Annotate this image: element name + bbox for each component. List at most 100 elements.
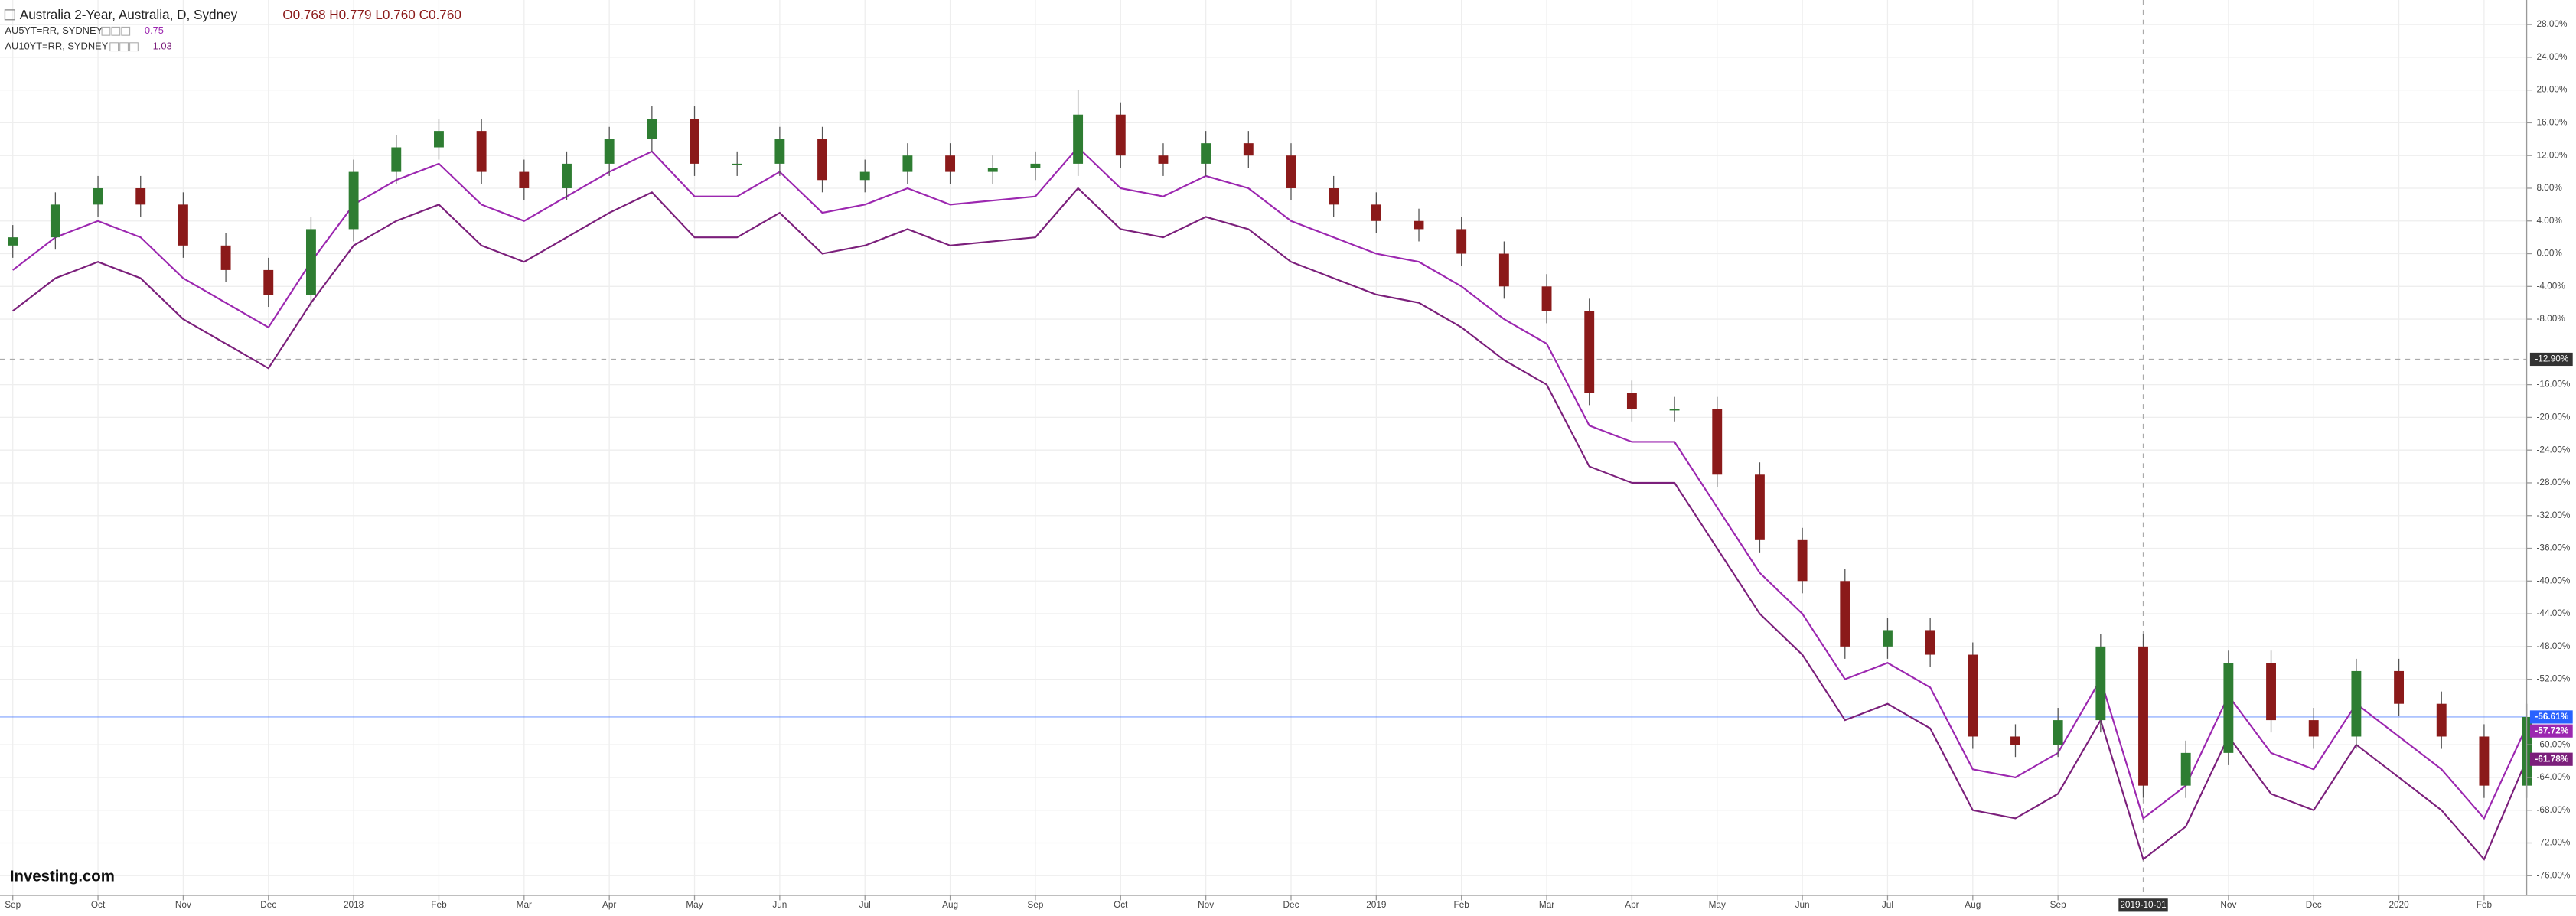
- plot-area: [8, 90, 2532, 861]
- y-tick-label: 16.00%: [2536, 117, 2568, 128]
- candle-body: [604, 139, 615, 164]
- collapse-icon[interactable]: [4, 9, 15, 21]
- x-tick-label: Sep: [2050, 899, 2066, 910]
- x-tick-label: Jun: [1795, 899, 1810, 910]
- x-tick-label: Aug: [942, 899, 958, 910]
- legend-last-value: 0.75: [145, 24, 164, 36]
- candle-body: [476, 131, 487, 172]
- candle-body: [1797, 539, 1808, 582]
- y-tick-label: 20.00%: [2536, 84, 2568, 95]
- crosshair-y-label: -12.90%: [2535, 354, 2568, 364]
- candle-body: [647, 119, 657, 139]
- y-tick-label: -44.00%: [2536, 608, 2570, 618]
- y-tick-label: 0.00%: [2536, 248, 2562, 259]
- x-tick-label: Nov: [175, 899, 191, 910]
- candle-body: [902, 155, 913, 172]
- grid: [0, 0, 2527, 895]
- x-tick-label: Nov: [2220, 899, 2236, 910]
- watermark: Investing.com: [10, 869, 115, 885]
- legend-last-value: 1.03: [153, 41, 172, 52]
- y-tick-label: -48.00%: [2536, 641, 2570, 651]
- x-tick-label: Sep: [1027, 899, 1043, 910]
- x-tick-label: Feb: [2477, 899, 2493, 910]
- y-tick-label: -40.00%: [2536, 575, 2570, 585]
- candle-body: [2394, 670, 2405, 704]
- candle-body: [2436, 703, 2447, 737]
- y-tick-label: -8.00%: [2536, 313, 2565, 324]
- candle-body: [859, 171, 870, 181]
- candle-body: [1712, 409, 1723, 475]
- y-tick-label: -76.00%: [2536, 869, 2570, 880]
- y-tick-label: -20.00%: [2536, 412, 2570, 422]
- candle-body: [8, 237, 18, 246]
- x-tick-label: Feb: [1454, 899, 1470, 910]
- candle-body: [348, 171, 359, 230]
- candle-body: [220, 245, 231, 270]
- candle-body: [562, 163, 572, 188]
- last-value-box: [2529, 724, 2573, 738]
- x-tick-label: 2018: [344, 899, 364, 910]
- candle-body: [1669, 409, 1680, 411]
- y-tick-label: -36.00%: [2536, 543, 2570, 553]
- candle-body: [1115, 114, 1126, 156]
- candle-body: [1498, 253, 1509, 287]
- candle-body: [1626, 393, 1637, 409]
- x-tick-label: Apr: [1625, 899, 1639, 910]
- y-tick-label: 28.00%: [2536, 18, 2568, 29]
- candle-body: [434, 131, 444, 148]
- legend-icon: [119, 42, 129, 52]
- candle-body: [50, 204, 60, 238]
- candle-body: [987, 168, 998, 172]
- y-tick-label: -68.00%: [2536, 804, 2570, 815]
- candle-body: [263, 269, 274, 295]
- legend-entry: AU5YT=RR, SYDNEY: [5, 24, 103, 36]
- x-tick-label: Jun: [772, 899, 787, 910]
- candle-body: [2138, 646, 2148, 786]
- y-tick-label: 8.00%: [2536, 182, 2562, 193]
- x-tick-label: 2020: [2389, 899, 2409, 910]
- last-value-label: -56.61%: [2535, 711, 2568, 722]
- y-tick-label: -4.00%: [2536, 280, 2565, 291]
- candle-body: [2351, 670, 2362, 737]
- x-tick-label: May: [686, 899, 703, 910]
- series-line: [12, 187, 2528, 861]
- candle-body: [1754, 474, 1765, 540]
- x-tick-label: Dec: [2306, 899, 2322, 910]
- candle-body: [1073, 114, 1084, 164]
- candle-body: [2223, 663, 2234, 753]
- x-tick-label: Nov: [1198, 899, 1214, 910]
- candle-body: [1584, 311, 1595, 393]
- x-tick-label: Feb: [431, 899, 447, 910]
- y-tick-label: -60.00%: [2536, 738, 2570, 749]
- last-value-label: -57.72%: [2535, 725, 2568, 735]
- x-tick-label: Sep: [5, 899, 21, 910]
- x-tick-label: Dec: [260, 899, 276, 910]
- x-tick-label: Apr: [602, 899, 616, 910]
- candle-body: [2053, 720, 2063, 745]
- x-tick-label: May: [1709, 899, 1726, 910]
- x-tick-label: Jul: [1882, 899, 1893, 910]
- x-tick-label: Mar: [1539, 899, 1554, 910]
- candle-body: [945, 155, 956, 172]
- crosshair-x-label: 2019-10-01: [2120, 899, 2166, 910]
- x-tick-label: Oct: [91, 899, 106, 910]
- x-tick-label: Jul: [859, 899, 871, 910]
- legend-entry: AU10YT=RR, SYDNEY: [5, 41, 108, 52]
- legend-icon: [111, 26, 121, 36]
- y-tick-label: -24.00%: [2536, 444, 2570, 455]
- x-tick-label: Oct: [1114, 899, 1128, 910]
- y-tick-label: -64.00%: [2536, 771, 2570, 782]
- chart-title: Australia 2-Year, Australia, D, Sydney: [20, 7, 238, 22]
- candle-body: [1541, 286, 1552, 311]
- candle-body: [817, 139, 827, 181]
- legend: Australia 2-Year, Australia, D, Sydney O…: [4, 7, 461, 52]
- candle-body: [1456, 229, 1467, 254]
- legend-icon: [129, 42, 139, 52]
- candle-body: [1925, 630, 1935, 655]
- candle-body: [2266, 663, 2276, 721]
- legend-icon: [109, 42, 119, 52]
- candle-body: [1883, 630, 1893, 647]
- y-tick-label: -16.00%: [2536, 379, 2570, 390]
- candle-body: [1286, 155, 1296, 188]
